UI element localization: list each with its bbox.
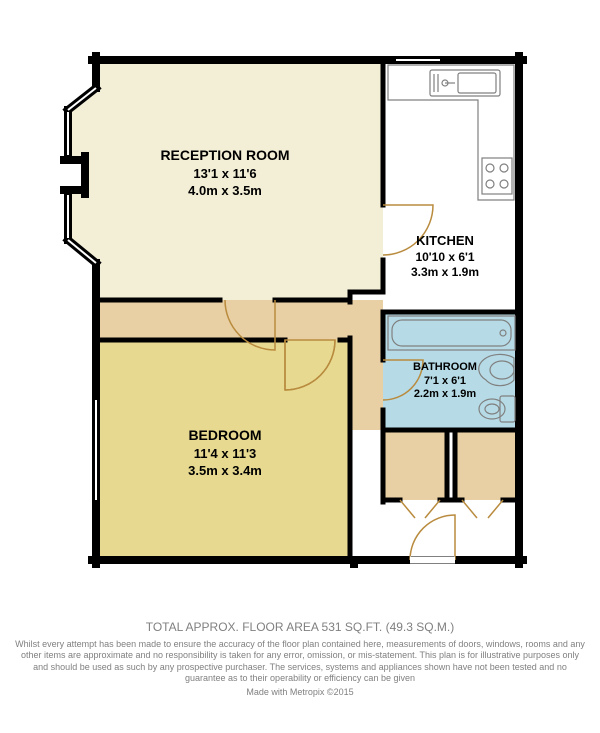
bathroom-name: BATHROOM — [413, 361, 477, 373]
closet-left-fill — [383, 430, 447, 500]
bathroom-dim-imp: 7'1 x 6'1 — [424, 375, 466, 387]
footer-disclaimer: Whilst every attempt has been made to en… — [0, 639, 600, 684]
kitchen-name: KITCHEN — [416, 233, 474, 248]
entry-fill — [350, 500, 519, 560]
reception-dim-met: 4.0m x 3.5m — [188, 183, 262, 198]
bathroom-dim-met: 2.2m x 1.9m — [414, 388, 477, 400]
reception-name: RECEPTION ROOM — [160, 147, 289, 163]
bedroom-name: BEDROOM — [188, 427, 261, 443]
closet-right-fill — [455, 430, 519, 500]
bedroom-dim-imp: 11'4 x 11'3 — [194, 446, 257, 461]
footer: TOTAL APPROX. FLOOR AREA 531 SQ.FT. (49.… — [0, 620, 600, 698]
footer-made-with: Made with Metropix ©2015 — [0, 687, 600, 698]
bedroom-dim-met: 3.5m x 3.4m — [188, 463, 262, 478]
footer-area-line: TOTAL APPROX. FLOOR AREA 531 SQ.FT. (49.… — [0, 620, 600, 635]
kitchen-dim-met: 3.3m x 1.9m — [411, 265, 479, 279]
floorplan-svg: RECEPTION ROOM 13'1 x 11'6 4.0m x 3.5m K… — [0, 0, 600, 620]
floorplan-page: RECEPTION ROOM 13'1 x 11'6 4.0m x 3.5m K… — [0, 0, 600, 733]
reception-dim-imp: 13'1 x 11'6 — [193, 166, 256, 181]
kitchen-dim-imp: 10'10 x 6'1 — [415, 250, 474, 264]
top-window — [396, 56, 440, 64]
